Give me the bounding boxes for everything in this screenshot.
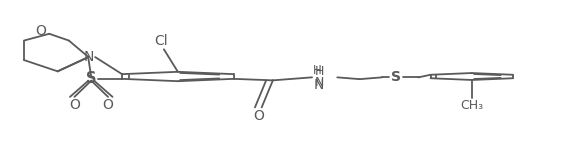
Text: O: O xyxy=(69,98,80,112)
Text: H
N: H N xyxy=(315,65,324,89)
Text: O: O xyxy=(35,24,46,38)
Text: N: N xyxy=(83,50,93,64)
Text: S: S xyxy=(391,70,401,84)
Text: H: H xyxy=(313,64,322,77)
Text: O: O xyxy=(253,109,264,123)
Text: CH₃: CH₃ xyxy=(460,99,483,112)
Text: N: N xyxy=(313,78,324,92)
Text: Cl: Cl xyxy=(154,34,168,48)
Text: O: O xyxy=(102,98,114,112)
Text: S: S xyxy=(86,71,96,86)
